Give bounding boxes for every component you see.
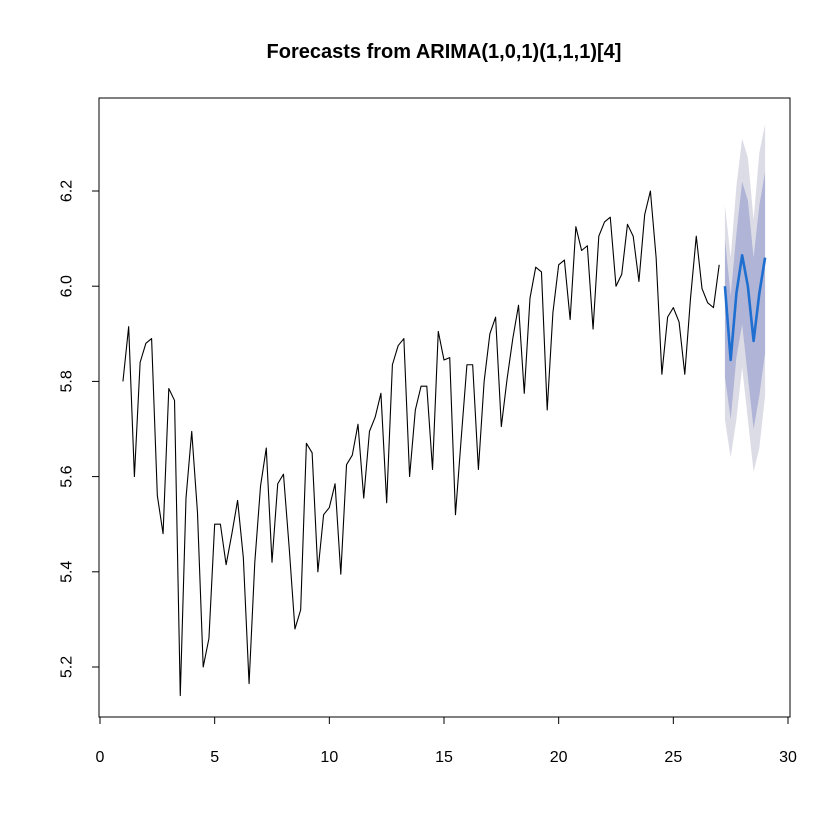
x-tick-label: 20	[550, 749, 568, 766]
x-tick-label: 0	[96, 749, 105, 766]
plot-lines	[122, 190, 767, 697]
x-axis: 0 5 10 15 20 25 30	[96, 716, 797, 766]
y-tick-label: 5.6	[59, 465, 76, 487]
y-tick-label: 6.2	[59, 180, 76, 202]
y-tick-label: 6.0	[59, 275, 76, 297]
observed-series-line	[122, 190, 720, 697]
y-tick-label: 5.8	[59, 370, 76, 392]
prediction-intervals	[724, 124, 766, 472]
x-tick-label: 30	[779, 749, 797, 766]
y-tick-label: 5.2	[59, 656, 76, 678]
x-tick-label: 15	[435, 749, 453, 766]
y-tick-label: 5.4	[59, 561, 76, 583]
x-tick-label: 5	[210, 749, 219, 766]
y-axis: 5.2 5.4 5.6 5.8 6.0 6.2	[59, 180, 100, 678]
band-80-percent	[724, 171, 766, 429]
plot-frame	[98, 97, 791, 718]
forecast-mean-line	[723, 253, 767, 362]
x-tick-label: 25	[664, 749, 682, 766]
x-tick-label: 10	[320, 749, 338, 766]
chart-title: Forecasts from ARIMA(1,0,1)(1,1,1)[4]	[267, 41, 622, 63]
